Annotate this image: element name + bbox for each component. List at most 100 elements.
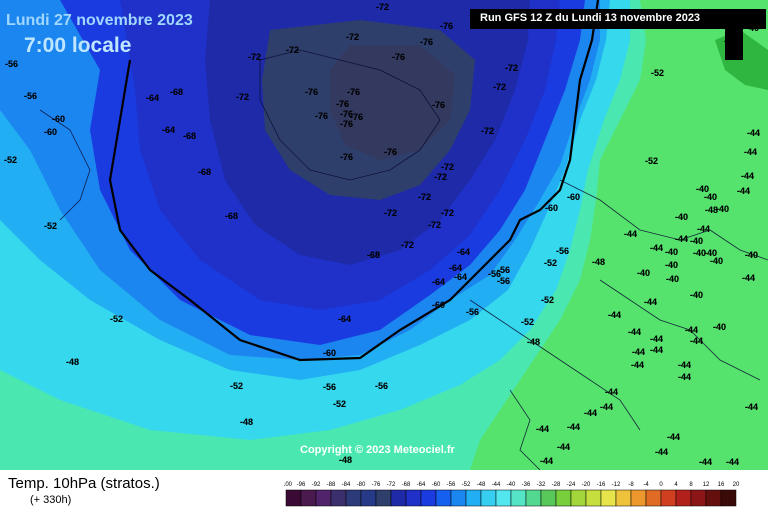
temperature-label: -40: [665, 260, 678, 270]
temperature-label: -56: [24, 91, 37, 101]
legend-swatch: [405, 489, 422, 507]
temperature-label: -76: [440, 21, 453, 31]
temperature-label: -76: [384, 147, 397, 157]
legend-swatch: [675, 489, 692, 507]
temperature-label: -76: [305, 87, 318, 97]
legend-tick-label: -80: [357, 482, 366, 488]
temperature-label: -48: [240, 417, 253, 427]
temperature-label: -40: [690, 236, 703, 246]
temperature-label: -52: [521, 317, 534, 327]
temperature-label: -44: [650, 334, 663, 344]
legend-swatch: [480, 489, 497, 507]
temperature-label: -72: [434, 172, 447, 182]
temperature-label: -76: [340, 152, 353, 162]
temperature-label: -72: [505, 63, 518, 73]
temperature-label: -72: [248, 52, 261, 62]
temperature-label: -72: [428, 220, 441, 230]
legend-tick-label: -92: [312, 482, 321, 488]
temperature-label: -40: [690, 290, 703, 300]
temperature-label: -52: [541, 295, 554, 305]
legend-tick-label: 16: [718, 482, 725, 488]
legend-swatch: [450, 489, 467, 507]
temperature-label: -40: [716, 204, 729, 214]
legend-tick-label: 4: [674, 482, 678, 488]
legend-tick-label: -44: [492, 482, 501, 488]
copyright-text: Copyright © 2023 Meteociel.fr: [300, 444, 455, 456]
temperature-label: -60: [567, 192, 580, 202]
legend-tick-label: -100: [284, 482, 293, 488]
temperature-label: -44: [644, 297, 657, 307]
temperature-label: -60: [323, 348, 336, 358]
legend-swatch: [705, 489, 722, 507]
legend-tick-label: -64: [417, 482, 426, 488]
temperature-label: -48: [592, 257, 605, 267]
temperature-label: -68: [183, 131, 196, 141]
temperature-label: -56: [497, 265, 510, 275]
temperature-label: -72: [493, 82, 506, 92]
temperature-label: -60: [545, 203, 558, 213]
legend-swatch: [510, 489, 527, 507]
legend-swatch: [600, 489, 617, 507]
temperature-label: -48: [66, 357, 79, 367]
temperature-label: -72: [401, 240, 414, 250]
temperature-label: -60: [44, 127, 57, 137]
temperature-label: -44: [628, 327, 641, 337]
legend-swatch: [420, 489, 437, 507]
temperature-label: -44: [624, 229, 637, 239]
temperature-label: -76: [315, 111, 328, 121]
temperature-label: -64: [457, 247, 470, 257]
temperature-label: -52: [651, 68, 664, 78]
temperature-label: -64: [449, 263, 462, 273]
temperature-label: -56: [488, 269, 501, 279]
temperature-label: -64: [454, 272, 467, 282]
model-run-info: Run GFS 12 Z du Lundi 13 novembre 2023: [480, 12, 701, 24]
temperature-label: -68: [198, 167, 211, 177]
temperature-label: -44: [650, 243, 663, 253]
temperature-label: -52: [230, 381, 243, 391]
legend-tick-label: -32: [537, 482, 546, 488]
temperature-label: -40: [745, 250, 758, 260]
temperature-label: -72: [346, 32, 359, 42]
temperature-label: -44: [567, 422, 580, 432]
legend-swatch: [390, 489, 407, 507]
temperature-label: -40: [666, 274, 679, 284]
legend-tick-label: -84: [342, 482, 351, 488]
temperature-label: -40: [693, 248, 706, 258]
temperature-label: -40: [710, 256, 723, 266]
temperature-label: -44: [675, 234, 688, 244]
legend-swatch: [660, 489, 677, 507]
legend-tick-label: -28: [552, 482, 561, 488]
temperature-label: -44: [697, 224, 710, 234]
temperature-label: -72: [286, 45, 299, 55]
forecast-local-time: 7:00 locale: [24, 34, 132, 57]
temperature-label: -44: [667, 432, 680, 442]
legend-tick-label: -96: [297, 482, 306, 488]
temperature-label: -72: [441, 208, 454, 218]
forecast-lead-time: (+ 330h): [30, 494, 72, 506]
temperature-label: -56: [466, 307, 479, 317]
legend-tick-label: -40: [507, 482, 516, 488]
temperature-label: -52: [4, 155, 17, 165]
parameter-title: Temp. 10hPa (stratos.): [8, 475, 160, 492]
temperature-label: -44: [690, 336, 703, 346]
temperature-label: -44: [699, 457, 712, 467]
temperature-label: -40: [724, 36, 737, 46]
temperature-label: -76: [336, 99, 349, 109]
legend-swatch: [690, 489, 707, 507]
temperature-label: -56: [497, 276, 510, 286]
legend-swatch: [540, 489, 557, 507]
legend-swatch: [435, 489, 452, 507]
legend-swatch: [495, 489, 512, 507]
temperature-label: -44: [737, 186, 750, 196]
temperature-label: -72: [418, 192, 431, 202]
temperature-label: -76: [432, 100, 445, 110]
temperature-label: -76: [420, 37, 433, 47]
temperature-label: -40: [704, 248, 717, 258]
temperature-label: -72: [441, 162, 454, 172]
legend-swatch: [465, 489, 482, 507]
temperature-label: -68: [170, 87, 183, 97]
legend-tick-label: -68: [402, 482, 411, 488]
legend-tick-label: -36: [522, 482, 531, 488]
temperature-label: -76: [350, 112, 363, 122]
temperature-label: -72: [481, 126, 494, 136]
